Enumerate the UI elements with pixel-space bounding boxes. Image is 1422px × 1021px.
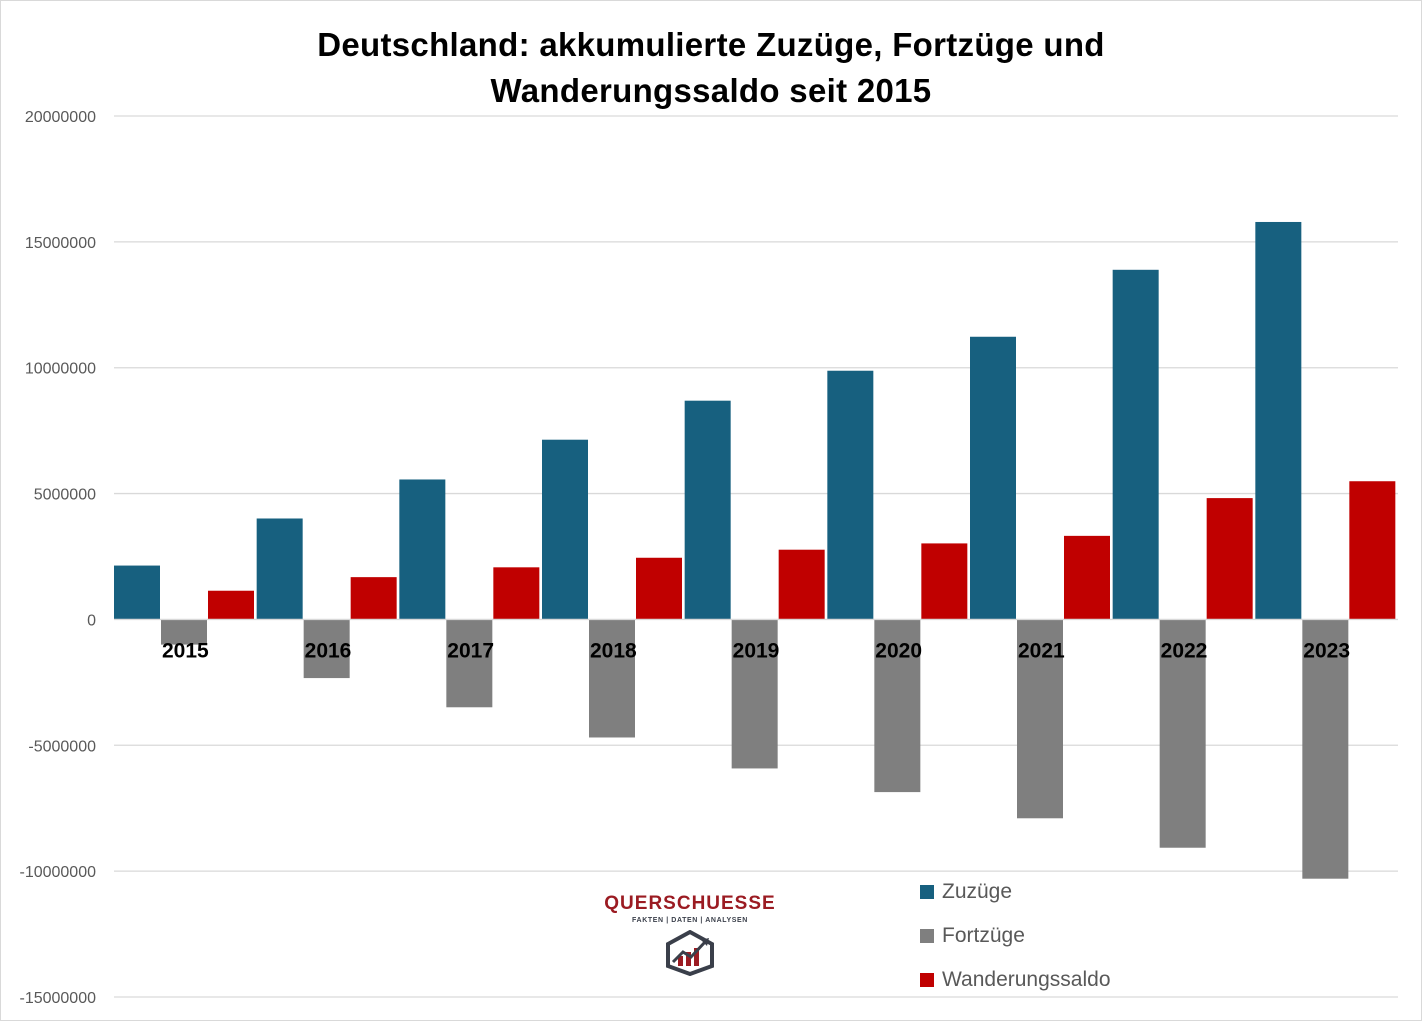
y-tick-label: -10000000 xyxy=(19,864,96,881)
bar-zuzüge-2017 xyxy=(399,479,446,620)
bar-fortzüge-2023 xyxy=(1302,619,1349,879)
bar-zuzüge-2023 xyxy=(1255,221,1302,620)
bar-zuzüge-2019 xyxy=(684,400,731,620)
bar-zuzüge-2018 xyxy=(542,439,588,620)
bar-fortzüge-2022 xyxy=(1159,619,1206,848)
bar-fortzüge-2017 xyxy=(446,619,493,708)
x-tick-label: 2021 xyxy=(1018,639,1065,662)
y-tick-label: 0 xyxy=(87,612,96,629)
chart-title-line-1: Deutschland: akkumulierte Zuzüge, Fortzü… xyxy=(317,26,1105,63)
logo-name: QUERSCHUESSE xyxy=(604,893,776,914)
chart-title-line-2: Wanderungssaldo seit 2015 xyxy=(490,72,932,109)
legend-swatch-fortzuege xyxy=(920,929,934,943)
legend-item-wanderungssaldo: Wanderungssaldo xyxy=(920,958,1111,1002)
bar-wanderungssaldo-2021 xyxy=(1064,535,1110,620)
y-tick-label: 15000000 xyxy=(25,235,96,252)
legend-label-zuzuege: Zuzüge xyxy=(942,880,1013,903)
x-tick-label: 2023 xyxy=(1303,639,1350,662)
grid-lines xyxy=(114,115,1398,998)
legend-item-fortzuege: Fortzüge xyxy=(920,914,1111,958)
x-tick-label: 2015 xyxy=(162,639,209,662)
bar-fortzüge-2021 xyxy=(1017,619,1063,819)
y-axis-tick-labels: 20000000 15000000 10000000 5000000 0 -5000000… xyxy=(19,109,96,1007)
chart-title: Deutschland: akkumulierte Zuzüge, Fortzü… xyxy=(0,22,1422,114)
bar-zuzüge-2022 xyxy=(1112,269,1159,620)
legend: Zuzüge Fortzüge Wanderungssaldo xyxy=(920,870,1111,1002)
legend-label-wanderungssaldo: Wanderungssaldo xyxy=(942,968,1111,991)
querschuesse-logo: QUERSCHUESSE FAKTEN | DATEN | ANALYSEN xyxy=(600,893,780,976)
bar-fortzüge-2020 xyxy=(874,619,921,793)
bar-wanderungssaldo-2020 xyxy=(921,543,968,620)
bar-wanderungssaldo-2022 xyxy=(1206,498,1253,620)
bar-fortzüge-2018 xyxy=(589,619,635,738)
logo-tagline: FAKTEN | DATEN | ANALYSEN xyxy=(632,917,748,924)
y-tick-label: 10000000 xyxy=(25,361,96,378)
bar-zuzüge-2016 xyxy=(256,518,303,620)
bars xyxy=(114,221,1396,879)
bar-zuzüge-2020 xyxy=(827,370,874,620)
bar-fortzüge-2019 xyxy=(731,619,778,769)
bar-fortzüge-2016 xyxy=(303,619,350,679)
legend-item-zuzuege: Zuzüge xyxy=(920,870,1111,914)
x-tick-label: 2016 xyxy=(305,639,352,662)
x-tick-label: 2019 xyxy=(733,639,780,662)
bar-wanderungssaldo-2019 xyxy=(778,549,825,620)
legend-label-fortzuege: Fortzüge xyxy=(942,924,1025,947)
y-tick-label: 20000000 xyxy=(25,109,96,126)
bar-wanderungssaldo-2018 xyxy=(636,557,682,620)
bar-wanderungssaldo-2015 xyxy=(208,590,254,620)
bar-wanderungssaldo-2023 xyxy=(1349,481,1396,620)
x-axis-tick-labels: 2015 2016 2017 2018 2019 2020 2021 2022 2023 xyxy=(162,639,1350,662)
y-tick-label: 5000000 xyxy=(34,487,96,504)
y-tick-label: -5000000 xyxy=(28,738,96,755)
bar-zuzüge-2015 xyxy=(114,565,160,620)
x-tick-label: 2020 xyxy=(875,639,922,662)
x-tick-label: 2018 xyxy=(590,639,637,662)
legend-swatch-wanderungssaldo xyxy=(920,973,934,987)
chart-house-logo-icon xyxy=(666,930,714,976)
legend-swatch-zuzuege xyxy=(920,885,934,899)
x-tick-label: 2017 xyxy=(447,639,494,662)
bar-fortzüge-2015 xyxy=(161,619,207,645)
bar-wanderungssaldo-2016 xyxy=(350,577,397,620)
bar-zuzüge-2021 xyxy=(970,336,1016,620)
x-tick-label: 2022 xyxy=(1161,639,1208,662)
y-tick-label: -15000000 xyxy=(19,990,96,1007)
bar-wanderungssaldo-2017 xyxy=(493,567,540,620)
